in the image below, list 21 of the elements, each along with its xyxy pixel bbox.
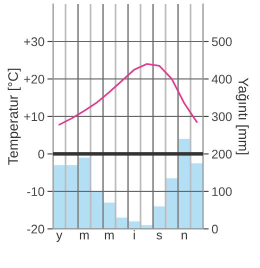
y2-tick-label: 200 <box>212 150 232 159</box>
y-tick-label: -20 <box>27 224 44 234</box>
y2-tick-label: 400 <box>212 74 232 84</box>
x-tick-label: s <box>156 232 162 240</box>
x-tick-label: y <box>56 232 62 242</box>
y-tick-label: +10 <box>24 112 44 122</box>
y2-axis-title: Yağıntı [mm] <box>236 78 249 154</box>
line-series <box>58 63 198 126</box>
x-tick-label: m <box>80 232 89 240</box>
y-axis-title: Temperatur [°C] <box>8 68 21 165</box>
y2-tick-label: 500 <box>212 37 232 46</box>
y2-tick-label: 100 <box>212 187 232 196</box>
y-tick-label: +20 <box>24 74 44 84</box>
x-tick-label: i <box>134 230 135 240</box>
x-tick-label: n <box>182 232 187 240</box>
y-tick-label: +30 <box>24 37 44 46</box>
x-tick-label: m <box>104 232 114 240</box>
y-tick-label: 0 <box>38 150 44 159</box>
y2-tick-label: 300 <box>212 112 232 122</box>
y-tick-label: -10 <box>27 187 44 196</box>
y2-tick-label: 0 <box>212 224 218 234</box>
